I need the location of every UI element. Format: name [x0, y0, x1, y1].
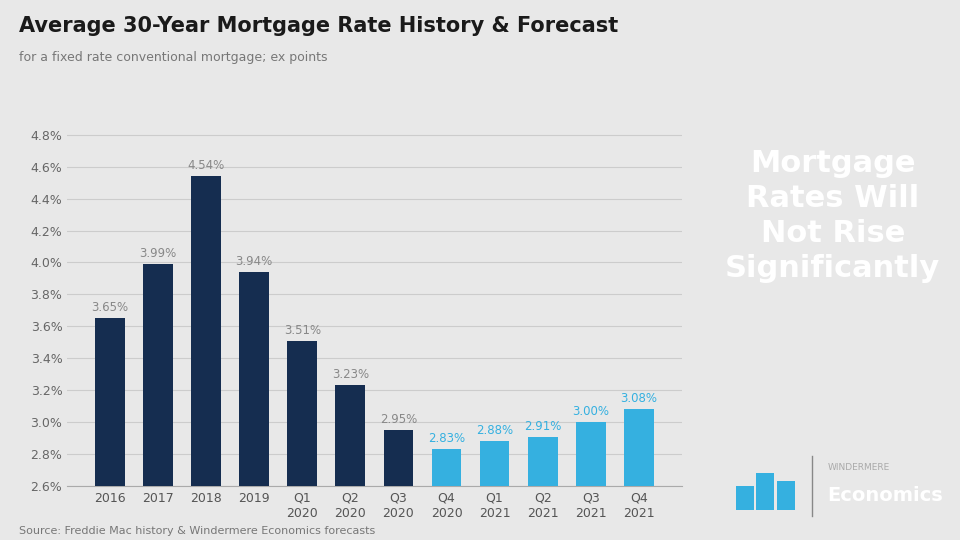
Text: 2.83%: 2.83%	[428, 433, 465, 446]
Text: 2.95%: 2.95%	[380, 413, 417, 426]
Bar	[239, 272, 269, 540]
Bar	[432, 449, 462, 540]
Text: Mortgage
Rates Will
Not Rise
Significantly: Mortgage Rates Will Not Rise Significant…	[725, 150, 941, 282]
Text: 2.91%: 2.91%	[524, 420, 562, 433]
Text: for a fixed rate conventional mortgage; ex points: for a fixed rate conventional mortgage; …	[19, 51, 327, 64]
Text: 3.65%: 3.65%	[91, 301, 129, 314]
Bar	[624, 409, 654, 540]
Bar	[335, 386, 365, 540]
Text: 2.88%: 2.88%	[476, 424, 514, 437]
Bar	[480, 441, 510, 540]
Text: 3.94%: 3.94%	[235, 255, 273, 268]
Bar	[191, 176, 221, 540]
Bar	[756, 472, 775, 510]
Bar	[777, 481, 795, 510]
Text: 3.23%: 3.23%	[332, 368, 369, 381]
Text: 3.08%: 3.08%	[620, 393, 658, 406]
Text: Source: Freddie Mac history & Windermere Economics forecasts: Source: Freddie Mac history & Windermere…	[19, 525, 375, 536]
Text: 3.00%: 3.00%	[572, 405, 610, 418]
Text: Economics: Economics	[828, 486, 944, 505]
Text: WINDERMERE: WINDERMERE	[828, 463, 890, 471]
Text: 4.54%: 4.54%	[187, 159, 225, 172]
Bar	[287, 341, 317, 540]
Bar	[528, 436, 558, 540]
Text: Average 30-Year Mortgage Rate History & Forecast: Average 30-Year Mortgage Rate History & …	[19, 16, 618, 36]
Bar	[576, 422, 606, 540]
Bar	[95, 319, 125, 540]
Text: 3.51%: 3.51%	[284, 323, 321, 337]
Bar	[384, 430, 414, 540]
Bar	[736, 486, 754, 510]
Bar	[143, 264, 173, 540]
Text: 3.99%: 3.99%	[139, 247, 177, 260]
